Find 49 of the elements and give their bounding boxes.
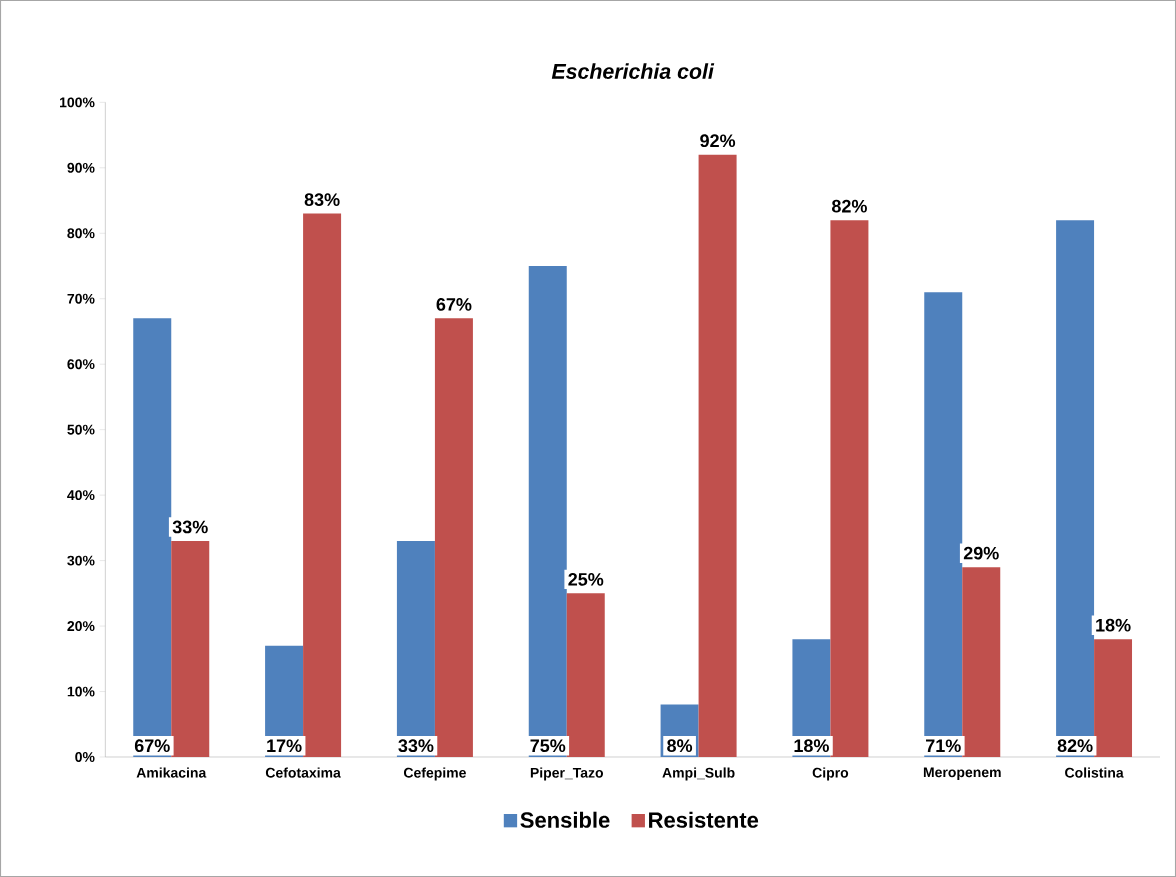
chart-title: Escherichia coli bbox=[551, 63, 715, 79]
x-tick-label: Colistina bbox=[1065, 767, 1124, 778]
data-label: 33% bbox=[172, 520, 208, 534]
y-tick-label: 30% bbox=[67, 555, 95, 566]
data-label: 82% bbox=[1057, 739, 1093, 753]
y-tick-label: 80% bbox=[67, 228, 95, 239]
bar bbox=[133, 318, 172, 757]
data-label: 18% bbox=[1096, 618, 1131, 632]
y-tick-label: 60% bbox=[67, 359, 95, 370]
data-label: 67% bbox=[436, 298, 472, 311]
y-tick-label: 10% bbox=[67, 686, 95, 697]
data-label: 83% bbox=[304, 193, 340, 207]
x-tick-label: Piper_Tazo bbox=[530, 767, 604, 781]
data-label: 17% bbox=[267, 739, 302, 753]
y-tick-label: 0% bbox=[75, 752, 95, 762]
bar bbox=[171, 540, 210, 757]
x-tick-label: Amikacina bbox=[136, 767, 207, 778]
y-tick-label: 50% bbox=[67, 424, 95, 435]
x-tick-label: Cefepime bbox=[403, 767, 466, 781]
data-label: 92% bbox=[700, 134, 736, 148]
bar bbox=[434, 318, 473, 757]
bar bbox=[1094, 639, 1133, 757]
y-tick-label: 70% bbox=[67, 293, 95, 304]
data-label: 18% bbox=[794, 739, 829, 753]
bar bbox=[698, 154, 737, 757]
bar bbox=[962, 567, 1001, 757]
bar bbox=[924, 292, 963, 757]
bar bbox=[830, 220, 869, 757]
legend-label: Resistente bbox=[649, 811, 759, 828]
data-label: 75% bbox=[530, 739, 566, 753]
data-label: 67% bbox=[134, 739, 170, 753]
y-tick-label: 40% bbox=[67, 490, 95, 501]
data-label: 71% bbox=[926, 739, 961, 753]
x-tick-label: Cefotaxima bbox=[265, 767, 341, 778]
x-tick-label: Meropenem bbox=[923, 767, 1001, 780]
x-tick-label: Ampi_Sulb bbox=[662, 767, 735, 781]
bar bbox=[1056, 220, 1095, 757]
bar bbox=[566, 593, 605, 757]
y-tick-label: 100% bbox=[60, 97, 95, 108]
data-label: 8% bbox=[667, 739, 693, 753]
data-label: 82% bbox=[831, 199, 867, 213]
legend-label: Sensible bbox=[520, 811, 610, 828]
data-label: 29% bbox=[963, 546, 999, 560]
data-label: 25% bbox=[568, 572, 604, 586]
x-tick-label: Cipro bbox=[812, 767, 849, 781]
bar bbox=[303, 213, 342, 757]
y-tick-label: 20% bbox=[67, 621, 95, 632]
data-label: 33% bbox=[398, 739, 434, 753]
y-tick-label: 90% bbox=[67, 162, 95, 173]
